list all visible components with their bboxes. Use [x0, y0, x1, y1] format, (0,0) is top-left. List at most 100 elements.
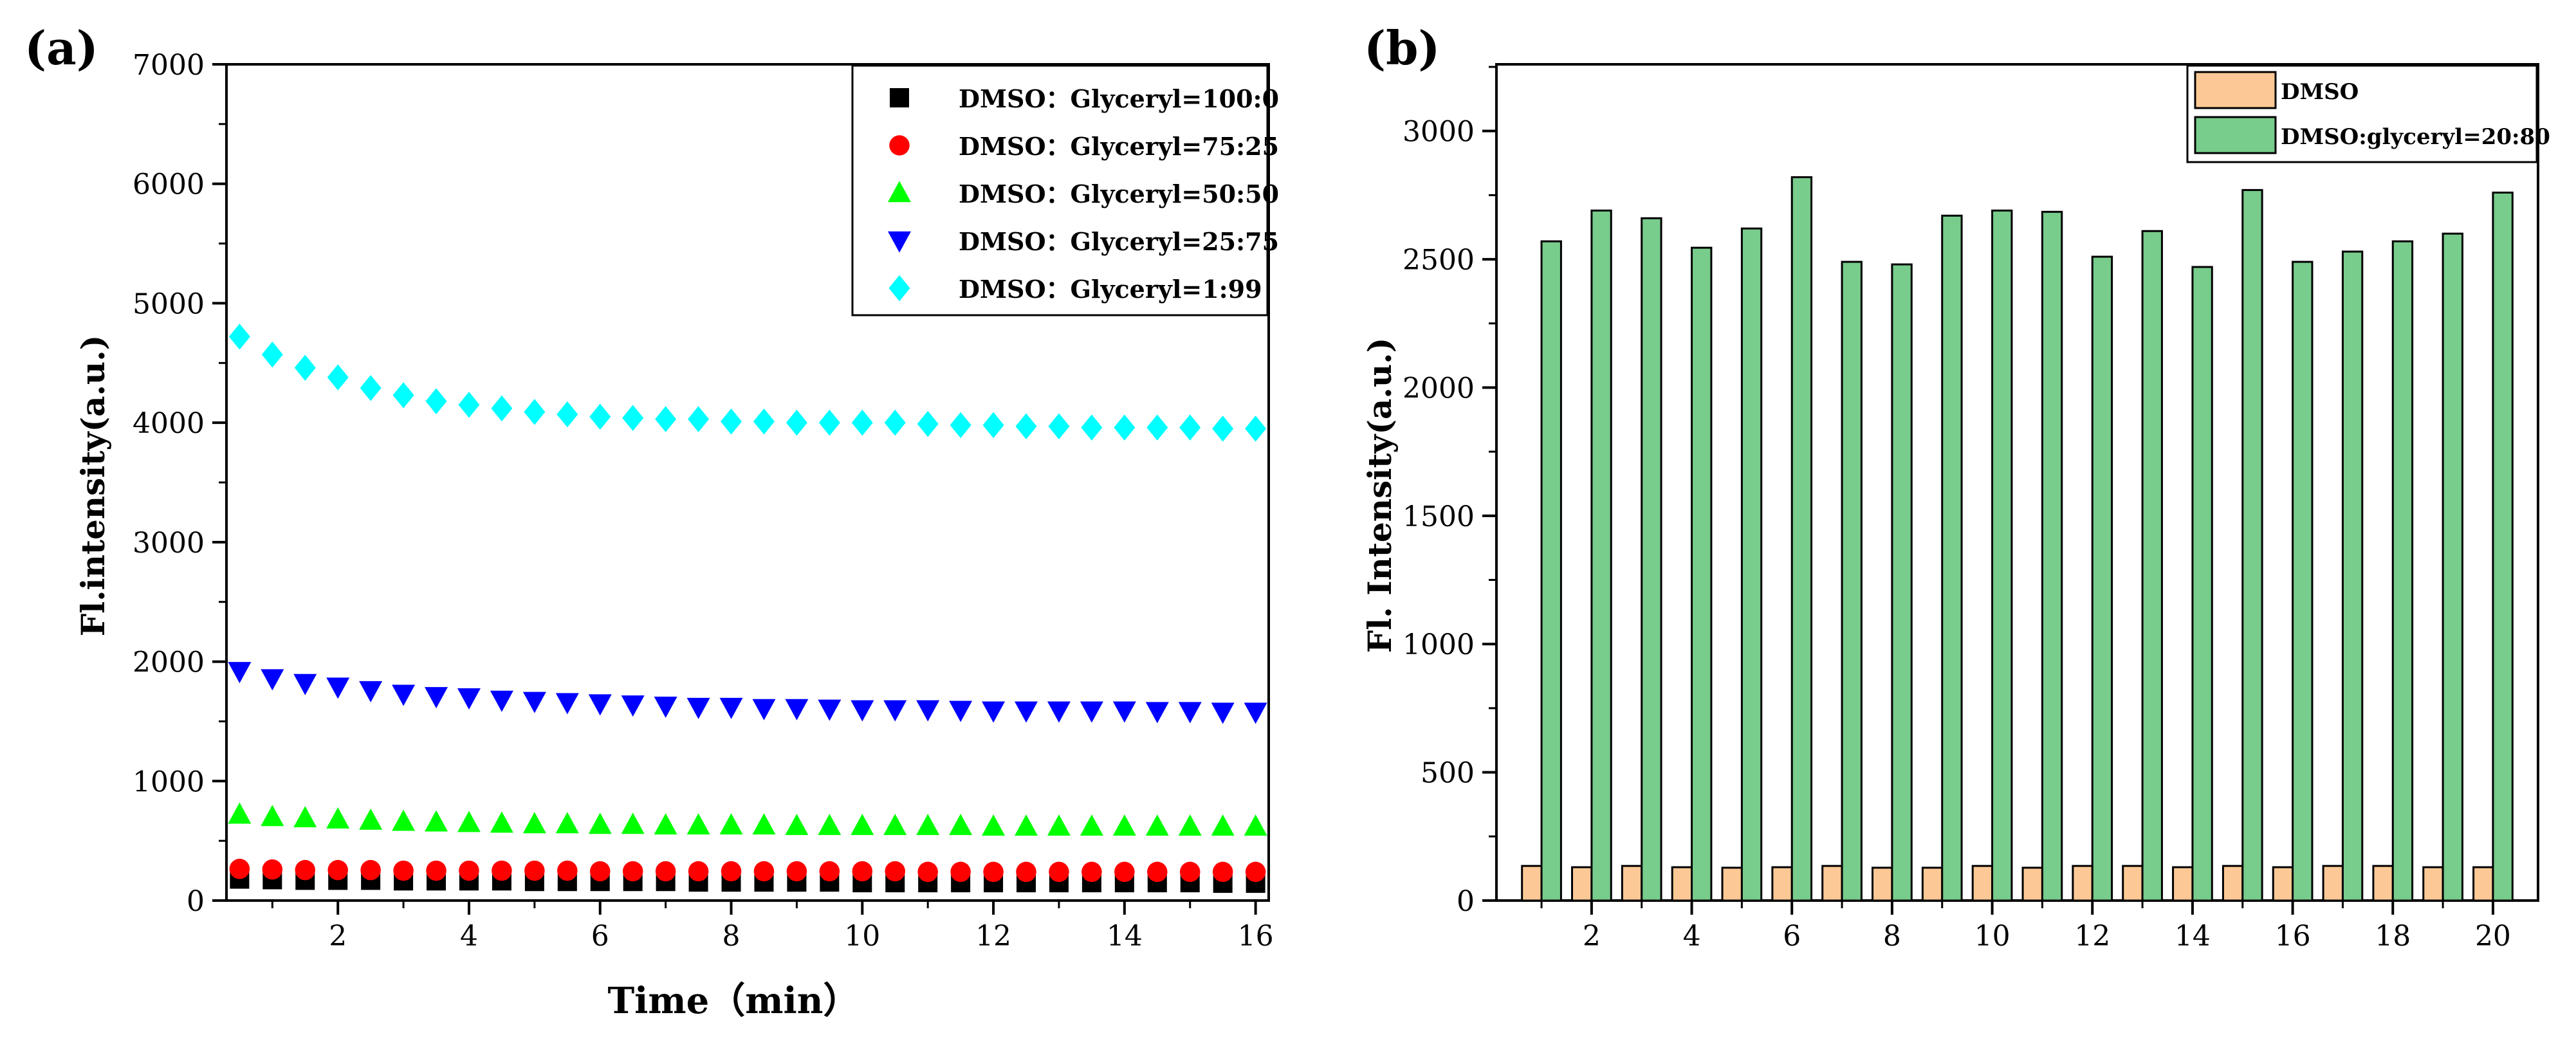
panel-a-marker-triangle-up — [555, 812, 579, 834]
panel-a-marker-circle — [1147, 861, 1168, 883]
panel-a-marker-triangle-down — [555, 693, 579, 715]
panel-b-bar-dmso-glyceryl — [1841, 261, 1863, 902]
panel-a-marker-triangle-up — [293, 806, 317, 828]
panel-b-x-tick-label: 2 — [1583, 920, 1601, 953]
panel-a-marker-triangle-up — [982, 814, 1006, 836]
panel-a-x-tick-label: 16 — [1238, 920, 1274, 953]
panel-a-marker-triangle-up — [326, 807, 350, 829]
panel-a-marker-circle — [852, 861, 873, 882]
panel-a-marker-triangle-down — [752, 699, 776, 720]
panel-b-bar-dmso — [1921, 866, 1944, 902]
panel-b-x-tick-label: 16 — [2275, 920, 2311, 953]
panel-b-x-tick-label: 18 — [2375, 920, 2411, 953]
panel-a-marker-triangle-down — [359, 681, 383, 702]
panel-a-marker-triangle-up — [1178, 814, 1202, 836]
panel-a-marker-diamond — [1146, 414, 1168, 441]
panel-b-bar-dmso — [2272, 866, 2294, 902]
panel-a-marker-diamond — [524, 399, 546, 425]
panel-b-bar-dmso — [2172, 866, 2194, 902]
panel-a-marker-circle — [1081, 861, 1102, 883]
panel-a-marker-triangle-down — [490, 690, 513, 712]
panel-a-marker-triangle-down — [883, 700, 907, 722]
panel-a-marker-triangle-down — [1015, 701, 1038, 723]
panel-b-bar-dmso-glyceryl — [2292, 261, 2314, 902]
panel-b-bar-dmso — [1621, 865, 1643, 902]
panel-b-x-tick-label: 12 — [2074, 920, 2110, 953]
panel-a-marker-circle — [1114, 861, 1135, 883]
panel-a-marker-triangle-up — [588, 812, 612, 834]
panel-a-marker-circle — [295, 859, 316, 881]
panel-a-marker-triangle-down — [949, 700, 973, 722]
panel-a-marker-diamond — [655, 406, 677, 432]
panel-a-marker-triangle-down — [326, 677, 350, 699]
panel-b-legend-label: DMSO — [2281, 79, 2359, 105]
panel-b-bar-dmso — [2122, 865, 2144, 902]
panel-b-y-tick-label: 0 — [1457, 885, 1475, 918]
panel-a-marker-triangle-down — [719, 697, 743, 719]
panel-a-marker-diamond — [425, 388, 447, 414]
panel-a-x-tick-label: 4 — [460, 920, 478, 953]
panel-a-marker-diamond — [884, 409, 906, 436]
panel-a-label: (a) — [24, 21, 98, 75]
panel-a-marker-diamond — [786, 409, 807, 436]
panel-b-label: (b) — [1364, 21, 1440, 75]
panel-a-axes: 0 1000 2000 3000 4000 5000 6000 7000 2 4 6 8 10 12 14 1… — [133, 49, 1274, 953]
panel-b-bar-dmso — [1872, 866, 1893, 902]
panel-b-bar-dmso-glyceryl — [2141, 230, 2163, 902]
panel-a-marker-diamond — [261, 342, 283, 368]
panel-a-marker-circle — [885, 861, 905, 882]
panel-a-marker-circle — [819, 861, 840, 882]
panel-a-marker-circle — [590, 861, 611, 882]
panel-a-marker-diamond — [327, 364, 349, 390]
panel-b-bar-dmso-glyceryl — [1891, 263, 1913, 902]
panel-a-marker-diamond — [622, 405, 644, 431]
panel-a-y-tick-label: 1000 — [133, 765, 205, 798]
panel-b-bar-dmso-glyceryl — [1941, 214, 1963, 902]
panel-a-marker-circle — [360, 859, 381, 881]
panel-a-legend-box — [851, 64, 1269, 316]
panel-b-bar-dmso — [2372, 865, 2394, 902]
panel-b-bar-dmso-glyceryl — [1540, 240, 1562, 902]
panel-a-marker-triangle-up — [719, 813, 743, 835]
panel-a-marker-triangle-down — [818, 699, 842, 721]
panel-a-marker-triangle-up — [621, 812, 645, 834]
panel-a-marker-circle — [655, 861, 676, 882]
panel-a-marker-circle — [1049, 861, 1069, 883]
panel-a-marker-triangle-up — [1015, 814, 1038, 836]
panel-a-legend-marker-square — [890, 88, 909, 107]
panel-a-marker-circle — [393, 860, 414, 881]
panel-a-marker-triangle-up — [1145, 814, 1169, 836]
panel-b-bar-dmso — [1721, 866, 1743, 902]
panel-a-marker-diamond — [491, 395, 513, 422]
panel-a-y-tick-label: 4000 — [133, 407, 205, 440]
panel-a-marker-triangle-down — [686, 697, 710, 719]
panel-a-marker-triangle-down — [261, 669, 284, 691]
panel-a-legend-marker-circle — [889, 135, 910, 156]
panel-a-marker-triangle-down — [1211, 702, 1235, 724]
panel-b-bar-dmso-glyceryl — [2341, 250, 2364, 902]
panel-a-marker-triangle-up — [785, 814, 809, 836]
panel-a-marker-triangle-up — [490, 811, 513, 833]
panel-a-marker-circle — [1179, 861, 1201, 883]
panel-b-bar-dmso-glyceryl — [1641, 217, 1662, 902]
panel-b-bar-dmso-glyceryl — [2191, 266, 2213, 902]
panel-a-legend-label: DMSO：Glyceryl=25:75 — [959, 227, 1279, 256]
panel-b-bar-dmso — [2472, 866, 2494, 902]
panel-b-legend-label: DMSO:glyceryl=20:80 — [2281, 124, 2550, 150]
panel-a-marker-triangle-up — [916, 814, 940, 836]
panel-a-y-axis-title: Fl.intensity(a.u.) — [74, 335, 112, 637]
panel-a-marker-triangle-up — [228, 802, 252, 824]
panel-a-marker-triangle-down — [785, 699, 809, 720]
panel-a-marker-triangle-up — [949, 814, 973, 836]
panel-a-y-tick-label: 7000 — [133, 49, 205, 82]
panel-a-legend-marker-triangle-up — [888, 181, 911, 203]
panel-a-marker-circle — [983, 861, 1004, 883]
panel-a-y-tick-label: 3000 — [133, 527, 205, 560]
panel-a-marker-triangle-up — [883, 814, 907, 836]
panel-b-bar-dmso — [1771, 866, 1793, 902]
panel-b-x-tick-label: 14 — [2175, 920, 2211, 953]
panel-a-marker-triangle-down — [916, 700, 940, 722]
panel-b-bar-dmso — [1521, 865, 1543, 902]
panel-a-marker-circle — [426, 860, 446, 881]
panel-a-markers — [228, 324, 1267, 893]
